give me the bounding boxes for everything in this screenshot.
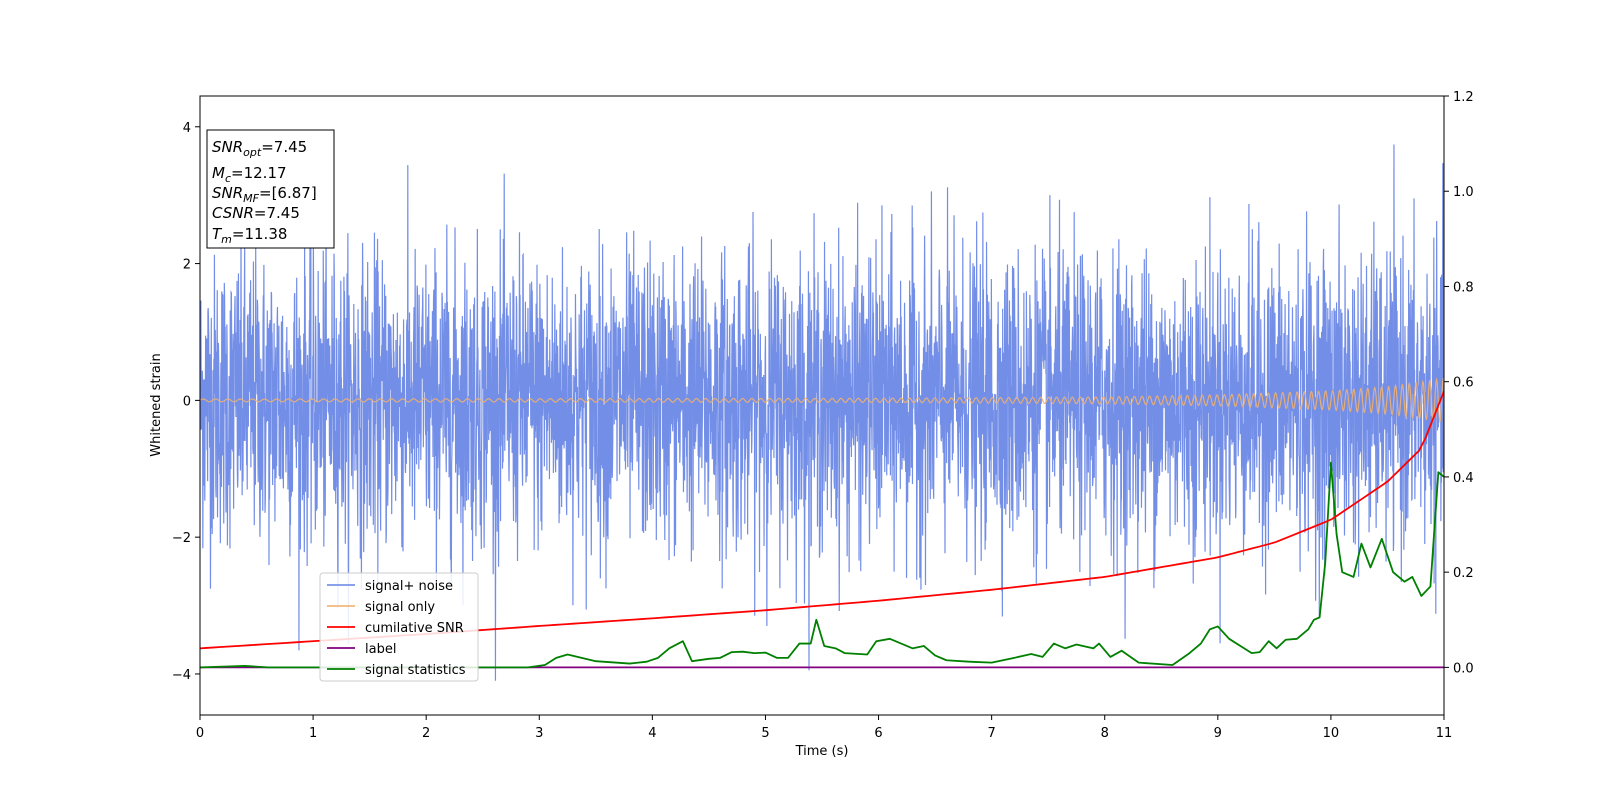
- stats-box: SNRopt=7.45 Mc=12.17SNRMF=[6.87]CSNR=7.45…: [206, 129, 335, 249]
- y-right-tick-label: 0.2: [1453, 566, 1474, 581]
- y-right-tick-label: 1.0: [1453, 185, 1474, 200]
- stats-line: SNRopt=7.45: [212, 138, 307, 159]
- legend-entry-label: label: [365, 642, 396, 657]
- y-right-tick-label: 0.0: [1453, 661, 1474, 676]
- legend: signal+ noise signal only cumilative SNR la…: [319, 572, 479, 682]
- legend-entry-label: signal+ noise: [365, 579, 453, 594]
- legend-entry-label: signal statistics: [365, 663, 466, 678]
- y-left-tick-label: 4: [183, 121, 191, 136]
- signal-statistics-line: [200, 461, 1444, 669]
- legend-entry-label: signal only: [365, 600, 435, 615]
- legend-entry-label: cumilative SNR: [365, 621, 464, 636]
- x-tick-label: 8: [1101, 726, 1109, 741]
- x-tick-label: 11: [1436, 726, 1453, 741]
- y-right-tick-label: 1.2: [1453, 90, 1474, 105]
- x-tick-label: 6: [874, 726, 882, 741]
- stats-line: Tm=11.38: [212, 225, 287, 246]
- y-right-tick-label: 0.4: [1453, 471, 1474, 486]
- y-left-tick-label: −4: [172, 668, 191, 683]
- y-left-tick-label: −2: [172, 531, 191, 546]
- stats-line: CSNR=7.45: [212, 204, 300, 222]
- x-tick-label: 0: [196, 726, 204, 741]
- x-tick-label: 1: [309, 726, 317, 741]
- signal-only-line: [200, 377, 1444, 424]
- x-tick-label: 10: [1323, 726, 1340, 741]
- stats-line: SNRMF=[6.87]: [212, 184, 317, 205]
- plot-frame: [199, 95, 1445, 716]
- y-left-tick-label: 0: [183, 394, 191, 409]
- x-tick-label: 7: [987, 726, 995, 741]
- x-tick-label: 2: [422, 726, 430, 741]
- axes: 0 1 2 3 4 5 6 7 8 9 10 11 −4 −2 0 2 4 0.0 0.2 0.4 0.6 0.8 1.0 1…: [172, 90, 1474, 741]
- y-left-tick-label: 2: [183, 258, 191, 273]
- x-tick-label: 4: [648, 726, 656, 741]
- stats-box-frame: [206, 129, 335, 249]
- y-right-tick-label: 0.8: [1453, 280, 1474, 295]
- x-tick-label: 3: [535, 726, 543, 741]
- stats-line: Mc=12.17: [212, 164, 287, 185]
- series-signal-only: [200, 377, 1444, 424]
- x-tick-label: 5: [761, 726, 769, 741]
- y-axis-label: Whitened strain: [149, 353, 164, 456]
- y-right-tick-label: 0.6: [1453, 376, 1474, 391]
- x-tick-label: 9: [1214, 726, 1222, 741]
- legend-frame: [319, 572, 479, 682]
- x-axis-label: Time (s): [795, 744, 849, 759]
